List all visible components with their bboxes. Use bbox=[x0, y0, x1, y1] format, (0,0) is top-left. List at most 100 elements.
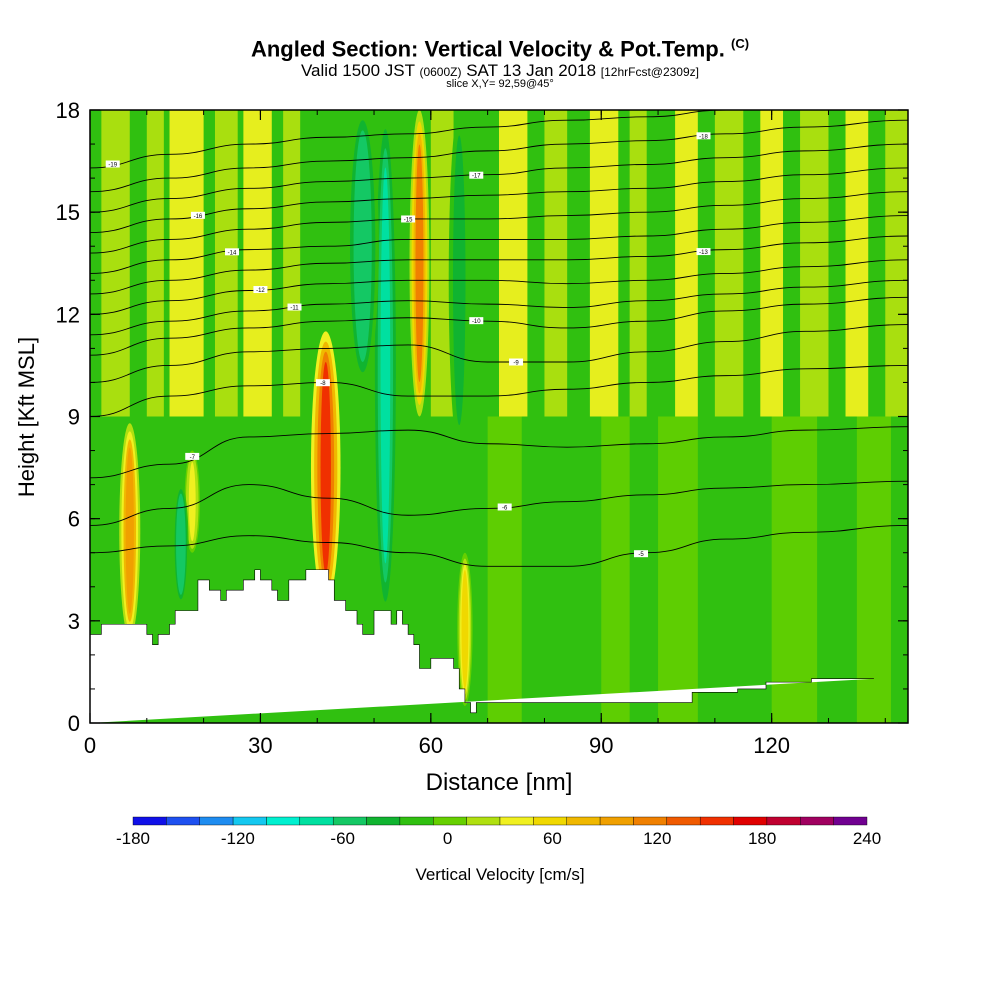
velocity-cell bbox=[177, 498, 185, 591]
colorbar-tick-label: 120 bbox=[643, 829, 671, 848]
velocity-cell bbox=[461, 569, 469, 689]
field-band bbox=[760, 110, 784, 417]
colorbar-tick-label: -180 bbox=[116, 829, 150, 848]
valid-date: SAT 13 Jan 2018 bbox=[466, 61, 597, 80]
field-band bbox=[771, 416, 818, 723]
x-tick-label: 90 bbox=[589, 733, 613, 758]
contour-label: -7 bbox=[190, 455, 196, 461]
terrain-shape bbox=[90, 569, 874, 723]
colorbar-swatch bbox=[433, 816, 467, 826]
contour-label: -5 bbox=[638, 552, 644, 558]
contour-label-bg bbox=[253, 286, 268, 294]
title-units-tag: (C) bbox=[731, 36, 750, 51]
theta-contour-line bbox=[90, 259, 908, 315]
contour-label: -15 bbox=[404, 217, 413, 223]
theta-contour-line bbox=[90, 167, 908, 234]
contour-label-bg bbox=[185, 452, 200, 460]
colorbar-swatch bbox=[266, 816, 301, 826]
contour-label-bg bbox=[315, 379, 330, 387]
axes: 0 30 60 90 120 0 3 6 9 12 15 18 bbox=[56, 98, 909, 758]
theta-contour-line bbox=[90, 279, 908, 336]
colorbar-swatch bbox=[199, 816, 234, 826]
colorbar-swatch bbox=[566, 816, 601, 826]
contour-label: -19 bbox=[108, 163, 117, 169]
field-band bbox=[714, 110, 744, 417]
theta-contour-line bbox=[90, 480, 908, 526]
terrain-mask bbox=[90, 569, 874, 723]
potential-temperature-contours: -5 -6 -7 -8 -9 -10 -11 -12 -13 -14 -15 -16 -17 -18 -19 bbox=[90, 110, 908, 567]
valid-utc: (0600Z) bbox=[419, 65, 462, 79]
velocity-cell bbox=[357, 140, 369, 352]
contour-label-bg bbox=[634, 550, 649, 558]
velocity-cell bbox=[380, 167, 391, 564]
contour-label-bg bbox=[509, 358, 524, 366]
contour-label-bg bbox=[225, 248, 240, 256]
colorbar-tick-label: 60 bbox=[543, 829, 562, 848]
theta-contour-line bbox=[90, 426, 908, 479]
field-band bbox=[589, 110, 619, 417]
contour-label-bg bbox=[497, 503, 512, 511]
colorbar-swatch bbox=[666, 816, 701, 826]
theta-contour-line bbox=[90, 525, 908, 567]
field-band bbox=[675, 110, 698, 417]
theta-contour-line bbox=[90, 235, 908, 295]
theta-contour-line bbox=[90, 364, 908, 417]
colorbar-swatch bbox=[499, 816, 534, 826]
theta-contour-line bbox=[90, 324, 908, 383]
velocity-features bbox=[119, 110, 473, 706]
title-main: Angled Section: Vertical Velocity & Pot.… bbox=[250, 36, 725, 62]
colorbar-swatch bbox=[800, 816, 834, 826]
contour-label: -16 bbox=[194, 214, 203, 220]
contour-label: -18 bbox=[699, 134, 708, 140]
y-tick-label: 12 bbox=[56, 302, 80, 327]
field-band bbox=[430, 110, 454, 417]
contour-label: -12 bbox=[256, 288, 265, 294]
field-band bbox=[101, 110, 130, 417]
colorbar: -180 -120 -60 0 60 120 180 240 bbox=[116, 816, 881, 848]
contour-label-bg bbox=[287, 303, 302, 311]
theta-contour-line bbox=[90, 119, 908, 193]
colorbar-swatch bbox=[533, 816, 567, 826]
field-band bbox=[885, 110, 908, 417]
colorbar-tick-label: 180 bbox=[748, 829, 776, 848]
contour-label-bg bbox=[696, 248, 711, 256]
contour-label: -17 bbox=[472, 174, 481, 180]
colorbar-tick-label: 240 bbox=[853, 829, 881, 848]
colorbar-swatch bbox=[299, 816, 334, 826]
field-band bbox=[499, 110, 528, 417]
colorbar-tick-label: -60 bbox=[330, 829, 355, 848]
colorbar-label: Vertical Velocity [cm/s] bbox=[415, 865, 584, 884]
contour-label-bg bbox=[469, 317, 484, 325]
field-band bbox=[856, 416, 891, 723]
theta-contour-line bbox=[90, 296, 908, 356]
y-tick-label: 15 bbox=[56, 200, 80, 225]
colorbar-swatch bbox=[599, 816, 634, 826]
colorbar-swatch bbox=[132, 816, 167, 826]
field-band bbox=[800, 110, 829, 417]
field-band bbox=[658, 416, 698, 723]
contour-label-bg bbox=[696, 132, 711, 140]
y-tick-label: 9 bbox=[68, 405, 80, 430]
velocity-cell bbox=[320, 362, 331, 574]
contour-label-bg bbox=[190, 211, 205, 219]
y-tick-label: 6 bbox=[68, 507, 80, 532]
valid-prefix: Valid 1500 JST bbox=[300, 61, 415, 80]
contour-label: -10 bbox=[472, 319, 481, 325]
colorbar-tick-label: 0 bbox=[443, 829, 452, 848]
field-band bbox=[487, 416, 522, 723]
contour-label: -13 bbox=[699, 250, 708, 256]
theta-contour-line bbox=[90, 110, 742, 169]
contour-label: -14 bbox=[228, 250, 237, 256]
forecast-tag: [12hrFcst@2309z] bbox=[600, 65, 699, 79]
colorbar-swatch bbox=[633, 816, 668, 826]
colorbar-swatch bbox=[466, 816, 501, 826]
velocity-cell bbox=[188, 462, 196, 542]
y-tick-label: 0 bbox=[68, 711, 80, 736]
colorbar-swatch bbox=[833, 816, 868, 826]
colorbar-swatch bbox=[399, 816, 434, 826]
y-tick-label: 3 bbox=[68, 609, 80, 634]
field-band bbox=[629, 110, 647, 417]
y-axis-label: Height [Kft MSL] bbox=[14, 337, 39, 497]
y-tick-label: 18 bbox=[56, 98, 80, 123]
